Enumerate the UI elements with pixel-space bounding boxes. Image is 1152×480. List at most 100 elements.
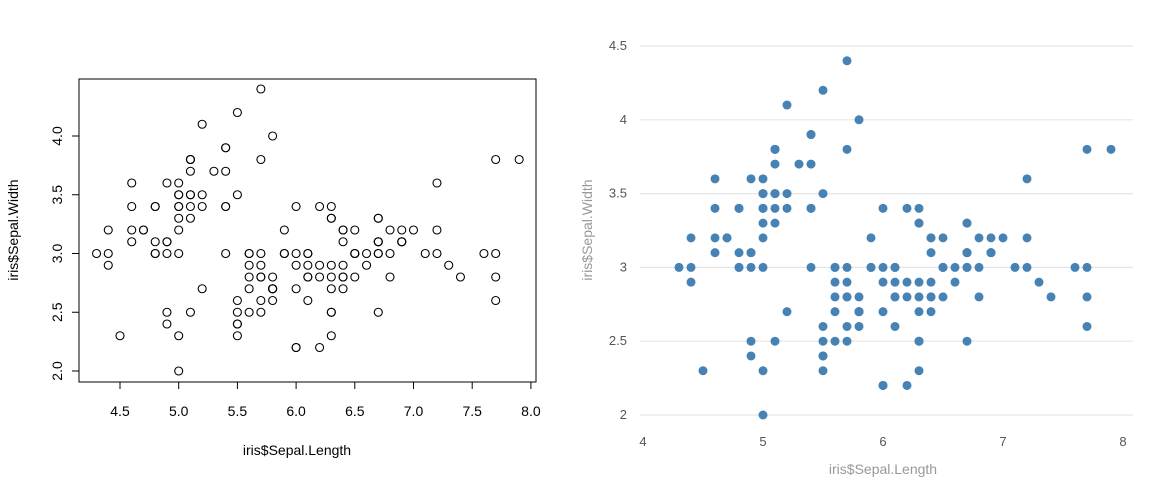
data-point (902, 380, 912, 390)
data-point (974, 233, 984, 243)
data-point (818, 321, 828, 331)
data-point (162, 248, 172, 259)
data-point (926, 277, 936, 287)
data-point (291, 201, 301, 212)
data-point (878, 380, 888, 390)
data-point (232, 319, 242, 329)
data-point (444, 260, 454, 270)
data-point (373, 248, 383, 259)
data-point (746, 262, 756, 272)
data-point (1034, 277, 1044, 287)
data-point (842, 292, 852, 302)
data-point (455, 272, 466, 282)
data-point (842, 144, 852, 154)
data-point (818, 336, 828, 346)
data-point (103, 248, 113, 259)
data-point (986, 233, 996, 243)
data-point (950, 262, 960, 272)
data-point (338, 225, 348, 235)
data-point (315, 272, 325, 282)
data-point (758, 189, 768, 199)
data-point (350, 248, 360, 259)
y-axis-label: iris$Sepal.Width (5, 179, 21, 280)
x-tick-label: 7 (999, 434, 1006, 449)
data-point (890, 321, 900, 331)
data-point (221, 143, 231, 153)
data-point (174, 331, 184, 341)
data-point (758, 410, 768, 420)
data-point (770, 189, 780, 199)
data-point (830, 277, 840, 287)
data-point (385, 248, 395, 259)
data-point (758, 218, 768, 228)
data-point (770, 218, 780, 228)
data-point (491, 154, 501, 165)
data-point (91, 248, 102, 259)
data-point (432, 178, 442, 188)
x-tick-label: 7.5 (462, 403, 482, 419)
data-point (244, 248, 254, 259)
y-tick-label: 2.5 (49, 302, 65, 322)
data-point (914, 292, 924, 302)
data-point (420, 248, 430, 259)
y-tick-label: 4.0 (49, 126, 65, 146)
data-point (962, 248, 972, 258)
data-point (782, 307, 792, 317)
data-point (866, 233, 876, 243)
data-point (244, 272, 254, 282)
data-point (127, 201, 137, 212)
data-point (782, 189, 792, 199)
data-point (914, 366, 924, 376)
data-point (818, 189, 828, 199)
data-point (710, 203, 720, 213)
data-point (138, 225, 149, 235)
data-point (326, 307, 336, 317)
data-point (890, 262, 900, 272)
x-tick-label: 5.5 (228, 403, 248, 419)
y-tick-label: 2 (620, 407, 627, 422)
data-point (746, 248, 756, 258)
data-point (962, 336, 972, 346)
data-point (818, 366, 828, 376)
data-point (782, 100, 792, 110)
data-point (818, 85, 828, 95)
data-point (818, 351, 828, 361)
data-point (830, 262, 840, 272)
data-point (361, 248, 372, 259)
data-point (185, 201, 195, 212)
data-point (1082, 292, 1092, 302)
x-tick-label: 4.5 (110, 403, 130, 419)
data-point (256, 295, 266, 306)
data-point (185, 154, 195, 165)
data-point (326, 284, 336, 294)
y-tick-label: 4.5 (609, 38, 627, 53)
data-point (902, 277, 912, 287)
data-point (150, 237, 160, 247)
data-point (244, 284, 254, 294)
data-point (326, 331, 336, 341)
data-point (185, 166, 195, 176)
data-point (432, 225, 442, 235)
y-tick-label: 3 (620, 259, 627, 274)
data-point (998, 233, 1008, 243)
data-point (209, 166, 219, 176)
data-point (291, 260, 301, 270)
data-point (842, 321, 852, 331)
data-point (926, 307, 936, 317)
data-point (878, 307, 888, 317)
data-point (866, 262, 876, 272)
data-point (842, 56, 852, 66)
data-point (950, 277, 960, 287)
data-point (1082, 262, 1092, 272)
data-point (878, 262, 888, 272)
data-point (770, 144, 780, 154)
data-point (914, 307, 924, 317)
data-point (1022, 233, 1032, 243)
data-point (256, 154, 266, 165)
data-point (1046, 292, 1056, 302)
data-point (185, 190, 195, 200)
data-point (244, 307, 254, 317)
data-point (350, 225, 360, 235)
data-point (854, 307, 864, 317)
data-point (150, 201, 160, 212)
